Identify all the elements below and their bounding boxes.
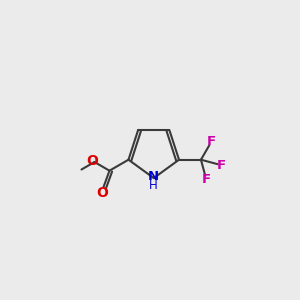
Text: O: O bbox=[97, 186, 108, 200]
Text: O: O bbox=[87, 154, 99, 168]
Text: H: H bbox=[149, 179, 158, 192]
Text: N: N bbox=[148, 170, 159, 183]
Text: F: F bbox=[202, 173, 211, 186]
Text: F: F bbox=[207, 135, 216, 148]
Text: F: F bbox=[217, 159, 226, 172]
